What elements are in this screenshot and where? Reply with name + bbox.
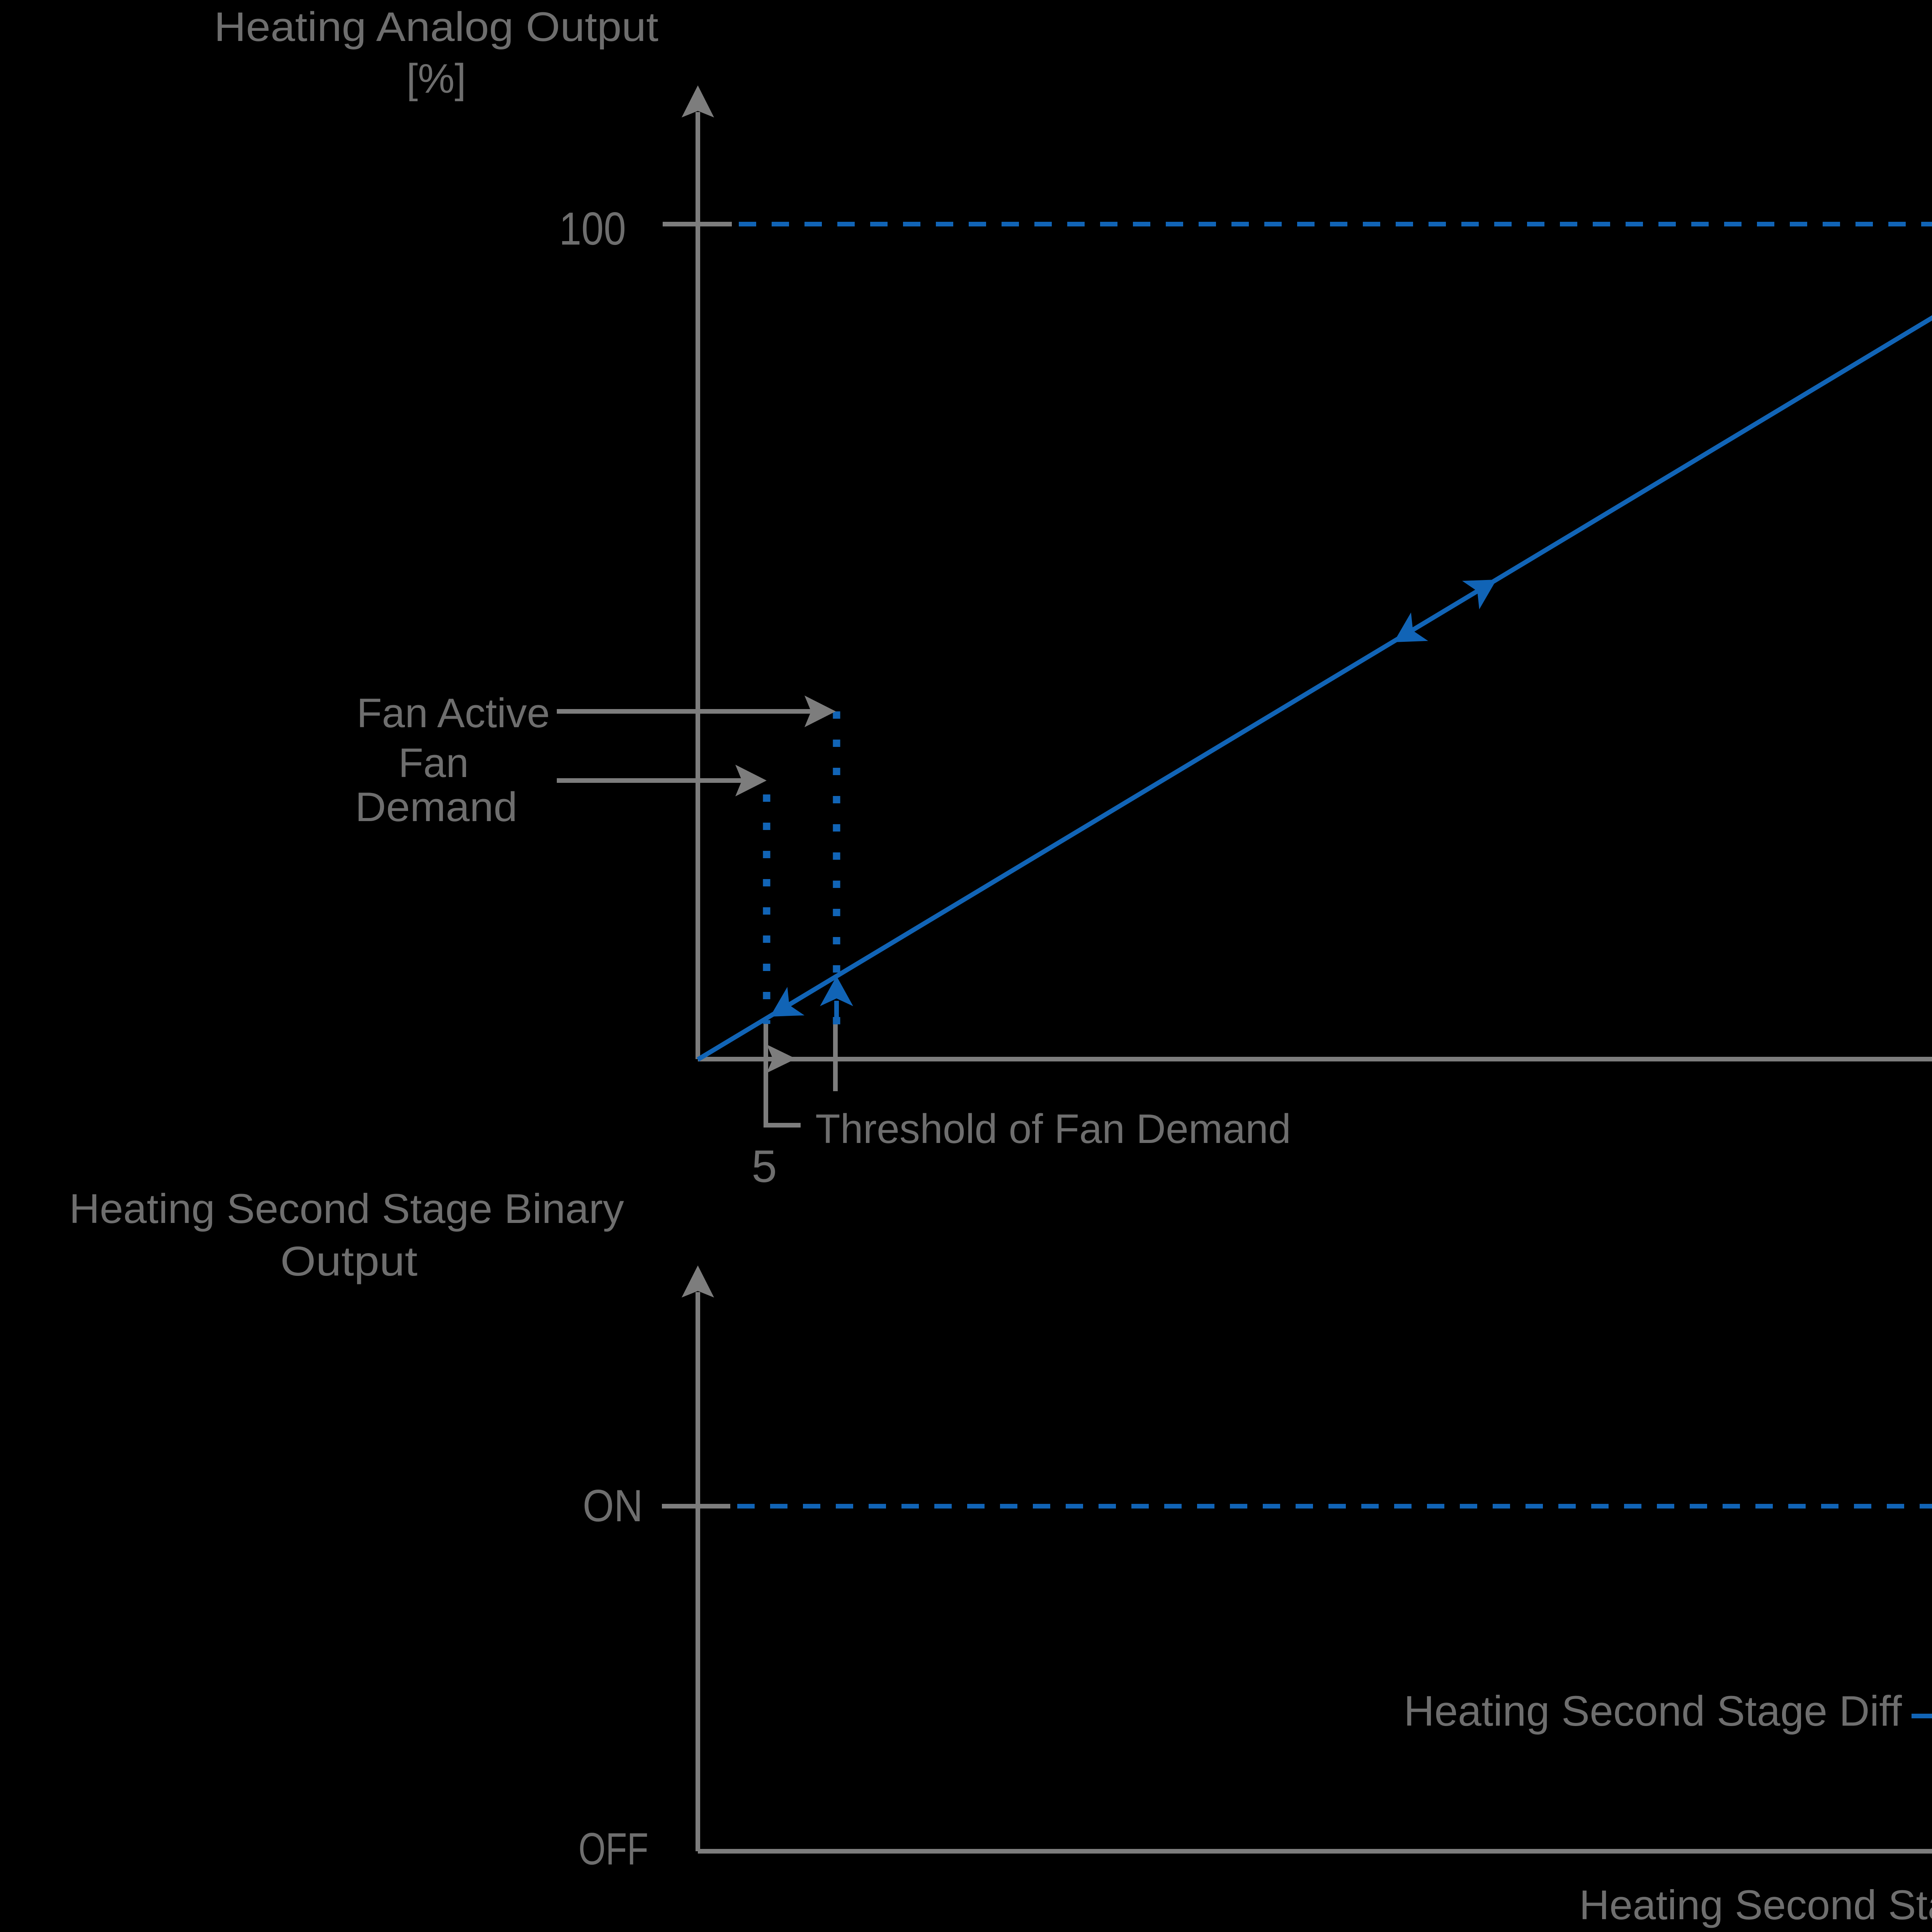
svg-text:Heating Second Stage Binary: Heating Second Stage Binary: [69, 1185, 624, 1232]
svg-text:Heating Second Stage Diff: Heating Second Stage Diff: [1404, 1687, 1902, 1735]
svg-text:Fan: Fan: [398, 740, 469, 786]
svg-text:Demand: Demand: [355, 784, 517, 830]
svg-text:OFF: OFF: [578, 1823, 648, 1874]
svg-text:ON: ON: [583, 1480, 643, 1531]
svg-text:100: 100: [559, 203, 626, 255]
svg-text:[%]: [%]: [406, 55, 466, 102]
svg-text:Heating Second Stage: Heating Second Stage: [1579, 1881, 1932, 1928]
svg-text:Fan Active: Fan Active: [357, 690, 550, 736]
svg-text:5: 5: [752, 1141, 777, 1192]
svg-text:Threshold of Fan Demand: Threshold of Fan Demand: [815, 1105, 1291, 1152]
svg-text:Heating Analog Output: Heating Analog Output: [214, 3, 658, 50]
svg-text:Output: Output: [281, 1238, 418, 1284]
